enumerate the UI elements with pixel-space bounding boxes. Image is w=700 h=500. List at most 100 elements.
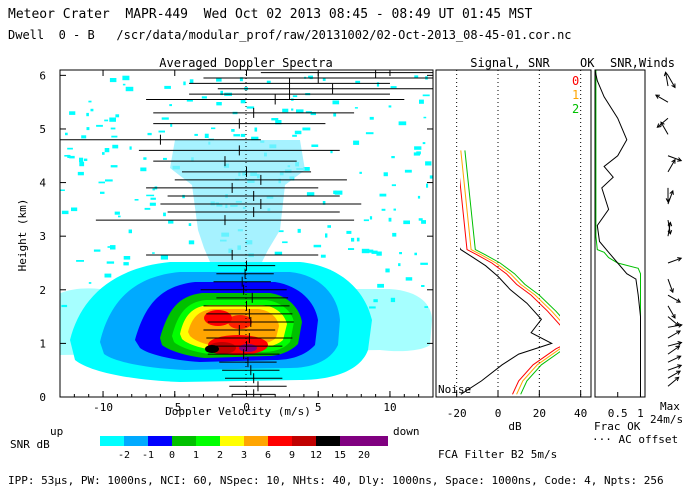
signal-x-tick-label: -20 [447, 407, 467, 420]
y-tick-label: 2 [39, 284, 46, 297]
wind-arrow-head [654, 94, 660, 99]
x-tick-label: 0 [243, 401, 250, 414]
chart-footer-params: IPP: 53µs, PW: 1000ns, NCI: 60, NSpec: 1… [8, 474, 664, 487]
signal-legend-2: 2 [572, 102, 579, 116]
wind-arrow-shaft [667, 342, 682, 347]
noise-fleck [168, 220, 174, 224]
winds-x-tick-label: 0.5 [608, 407, 628, 420]
colorbar-swatch [124, 436, 148, 446]
noise-fleck [297, 228, 301, 233]
wind-arrow [667, 257, 683, 264]
noise-fleck [77, 171, 84, 176]
y-tick-label: 6 [39, 69, 46, 82]
noise-fleck [302, 127, 311, 131]
noise-fleck [423, 116, 427, 119]
noise-fleck [381, 208, 386, 211]
noise-fleck [102, 152, 105, 155]
signal-legend: 012 [572, 74, 579, 116]
colorbar-swatch [340, 436, 364, 446]
wind-arrow [667, 364, 683, 371]
noise-fleck [152, 252, 155, 254]
chart-header-title: Meteor Crater MAPR-449 Wed Oct 02 2013 0… [8, 7, 533, 22]
x-label-up: up [50, 425, 63, 438]
noise-fleck [105, 179, 113, 182]
wind-arrow [667, 158, 676, 173]
noise-fleck [385, 268, 390, 273]
noise-fleck [303, 167, 310, 171]
noise-fleck [392, 232, 397, 237]
colorbar-swatch [148, 436, 172, 446]
noise-fleck [355, 80, 361, 84]
wind-arrow-head [674, 376, 680, 382]
noise-fleck [115, 114, 120, 118]
noise-fleck [65, 132, 68, 136]
noise-fleck [333, 112, 337, 117]
noise-fleck [274, 251, 283, 256]
colorbar-swatch [196, 436, 220, 446]
noise-fleck [368, 249, 374, 253]
colorbar-tick-label: 6 [265, 450, 271, 461]
noise-fleck [320, 254, 326, 258]
noise-fleck [112, 144, 119, 149]
noise-fleck [240, 133, 246, 137]
colorbar-tick-label: 20 [358, 450, 370, 461]
colorbar-label: SNR dB [10, 438, 50, 451]
colorbar-tick-label: 3 [241, 450, 247, 461]
noise-fleck [379, 193, 387, 197]
wind-arrow [667, 155, 683, 162]
noise-fleck [79, 161, 85, 167]
noise-fleck [239, 77, 243, 82]
colorbar-tick-label: 0 [169, 450, 175, 461]
noise-fleck [128, 229, 132, 234]
noise-fleck [422, 142, 426, 145]
colorbar-swatch [220, 436, 244, 446]
noise-fleck [83, 158, 88, 161]
noise-fleck [98, 181, 105, 184]
signal-frame [435, 69, 592, 398]
winds-xlabel: Frac OK [594, 420, 641, 433]
noise-fleck [79, 157, 84, 163]
noise-fleck [152, 188, 155, 191]
noise-fleck [422, 94, 430, 97]
noise-fleck [140, 167, 147, 172]
noise-fleck [391, 184, 396, 187]
noise-fleck [246, 106, 255, 109]
noise-fleck [271, 118, 279, 121]
wind-arrow-shaft [667, 75, 676, 88]
noise-fleck [86, 112, 89, 117]
noise-fleck [425, 161, 432, 166]
wind-arrow-head [677, 364, 683, 369]
colorbar-swatch [268, 436, 292, 446]
noise-fleck [305, 111, 312, 114]
wind-arrow [660, 121, 669, 135]
noise-fleck [403, 220, 410, 225]
noise-fleck [216, 102, 222, 106]
wind-arrow-shaft [667, 220, 671, 234]
noise-fleck [240, 99, 246, 104]
noise-fleck [183, 81, 186, 86]
wind-arrow-shaft [667, 294, 681, 303]
wind-arrow-head [671, 313, 676, 319]
noise-fleck [123, 256, 131, 260]
noise-fleck [88, 100, 92, 103]
colorbar-swatch [292, 436, 316, 446]
noise-fleck [365, 132, 374, 135]
signal-line-noise [460, 247, 553, 395]
x-tick-label: -10 [93, 401, 113, 414]
noise-fleck [421, 285, 425, 287]
noise-fleck [426, 183, 429, 188]
noise-fleck [201, 96, 207, 99]
noise-fleck [398, 263, 401, 267]
signal-title: Signal, SNR [470, 56, 550, 70]
noise-fleck [69, 155, 75, 159]
wind-arrow-shaft [667, 316, 680, 326]
noise-fleck [404, 169, 412, 173]
noise-fleck [330, 150, 333, 154]
signal-axes: -20 0 20 40 [447, 391, 587, 420]
signal-gridlines [456, 70, 582, 397]
noise-fleck [86, 127, 90, 131]
wind-arrows [654, 71, 683, 387]
wind-arrow-head [660, 121, 665, 127]
noise-fleck [388, 105, 392, 108]
noise-fleck [71, 207, 78, 212]
